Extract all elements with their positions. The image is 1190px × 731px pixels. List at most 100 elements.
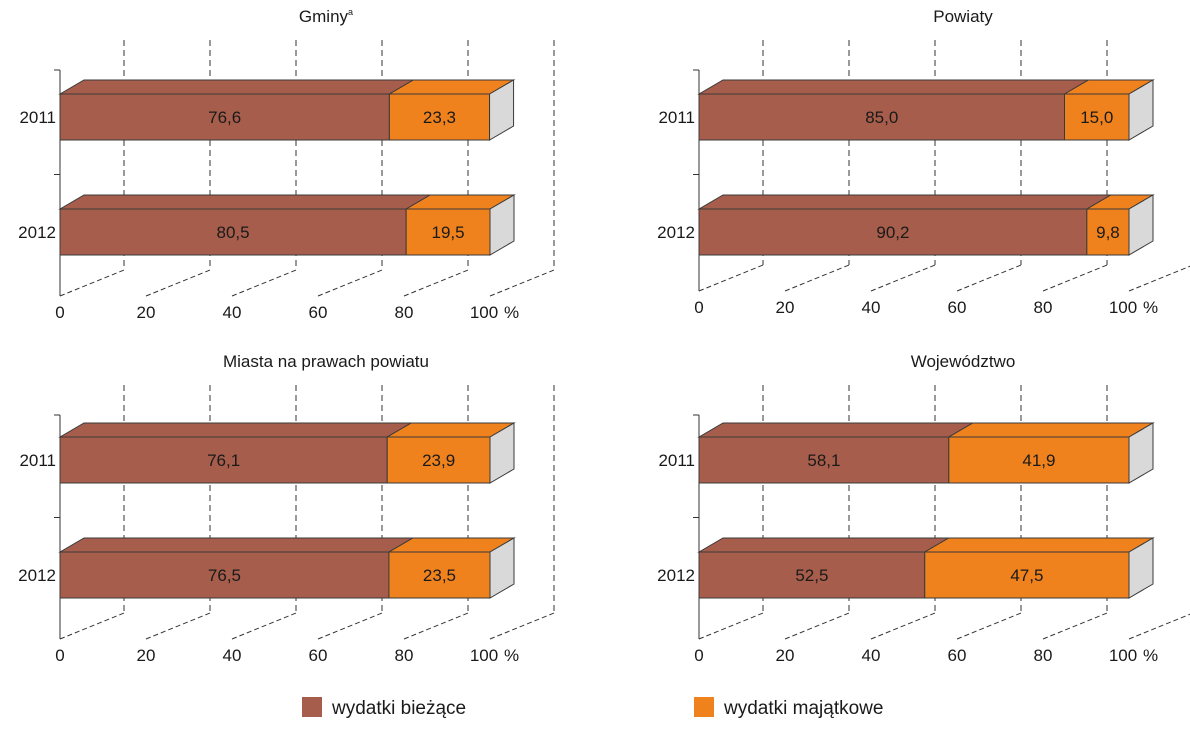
category-label: 2011: [19, 451, 56, 470]
bar-segment-top: [697, 537, 951, 553]
legend-label: wydatki majątkowe: [723, 698, 883, 719]
bar-segment: [924, 551, 1130, 599]
panel-title: Gminya: [299, 7, 353, 26]
bar-segment-top: [922, 537, 1155, 553]
bar-end-cap: [489, 537, 515, 599]
floor-line: [145, 612, 211, 640]
bar-end-cap: [489, 194, 515, 256]
category-label: 2011: [658, 451, 695, 470]
x-tick-label: 20: [137, 646, 156, 665]
bar-segment: [698, 208, 1088, 256]
x-unit-label: %: [1143, 646, 1158, 665]
legend-swatch: [302, 697, 322, 717]
chart-panel-3: Województwo 0 20 40 60 80 100 % 2011 58,1 41,9 2012…: [657, 352, 1190, 665]
data-label: 80,5: [217, 223, 250, 242]
bar-segment-top: [58, 194, 432, 210]
legend-swatch: [694, 697, 714, 717]
x-tick-label: 100: [470, 303, 498, 322]
bar-end-cap: [489, 422, 515, 484]
bar-end-cap: [489, 79, 515, 141]
bar-segment-top: [58, 422, 414, 438]
category-label: 2012: [18, 566, 56, 585]
x-tick-label: 60: [309, 646, 328, 665]
bar-segment: [59, 436, 388, 484]
floor-line: [1128, 613, 1190, 640]
data-label: 58,1: [807, 451, 840, 470]
floor-line: [784, 264, 850, 292]
bar-segment: [698, 93, 1065, 141]
x-tick-label: 0: [55, 646, 64, 665]
data-label: 85,0: [865, 108, 898, 127]
data-label: 90,2: [876, 223, 909, 242]
x-unit-label: %: [504, 646, 519, 665]
data-label: 23,3: [423, 108, 456, 127]
bar-segment: [405, 208, 491, 256]
bar-segment-top: [946, 422, 1155, 438]
x-tick-label: 20: [776, 646, 795, 665]
bar-end-cap: [1128, 537, 1154, 599]
floor-line: [870, 612, 936, 640]
category-label: 2011: [658, 108, 695, 127]
floor-line: [956, 612, 1022, 640]
floor-line: [317, 269, 383, 297]
data-label: 23,9: [422, 451, 455, 470]
bar-end-cap: [1128, 194, 1154, 256]
data-label: 41,9: [1022, 451, 1055, 470]
bar-segment: [1064, 93, 1130, 141]
legend-label: wydatki bieżące: [331, 698, 466, 719]
floor-line: [403, 612, 469, 640]
panel-title: Województwo: [911, 352, 1016, 371]
bar-segment: [948, 436, 1130, 484]
x-tick-label: 60: [309, 303, 328, 322]
x-tick-label: 20: [137, 303, 156, 322]
x-tick-label: 0: [694, 646, 703, 665]
x-tick-label: 40: [862, 646, 881, 665]
floor-line: [1128, 265, 1190, 292]
bar-segment-top: [697, 194, 1113, 210]
floor-line: [489, 269, 555, 297]
data-label: 23,5: [423, 566, 456, 585]
panel-title-superscript: a: [348, 7, 353, 17]
x-tick-label: 40: [862, 298, 881, 317]
floor-line: [956, 264, 1022, 292]
panel-title: Miasta na prawach powiatu: [223, 352, 429, 371]
data-label: 19,5: [432, 223, 465, 242]
data-label: 76,6: [208, 108, 241, 127]
x-tick-label: 100: [1109, 298, 1137, 317]
x-tick-label: 0: [55, 303, 64, 322]
data-label: 76,1: [207, 451, 240, 470]
chart-panel-0: Gminya 0 20 40 60 80 100 % 2011 76,6 23,3 2012 80,5 1…: [18, 7, 555, 322]
bar-segment: [59, 551, 390, 599]
x-tick-label: 0: [694, 298, 703, 317]
bar-segment: [1086, 208, 1130, 256]
bar-segment: [59, 93, 390, 141]
x-tick-label: 80: [1034, 298, 1053, 317]
category-label: 2011: [19, 108, 56, 127]
x-unit-label: %: [504, 303, 519, 322]
floor-line: [1042, 264, 1108, 292]
x-tick-label: 40: [223, 303, 242, 322]
data-label: 15,0: [1080, 108, 1113, 127]
floor-line: [59, 269, 125, 297]
category-label: 2012: [657, 223, 695, 242]
bar-segment-top: [697, 422, 975, 438]
bar-segment-top: [58, 79, 416, 95]
floor-line: [59, 612, 125, 640]
x-unit-label: %: [1143, 298, 1158, 317]
floor-line: [698, 612, 764, 640]
bar-segment-top: [697, 79, 1091, 95]
category-label: 2012: [18, 223, 56, 242]
x-tick-label: 100: [470, 646, 498, 665]
bar-segment-top: [58, 537, 415, 553]
floor-line: [145, 269, 211, 297]
data-label: 76,5: [208, 566, 241, 585]
panel-title: Powiaty: [933, 7, 993, 26]
bar-segment: [388, 551, 491, 599]
floor-line: [698, 264, 764, 292]
floor-line: [403, 269, 469, 297]
floor-line: [231, 612, 297, 640]
floor-line: [784, 612, 850, 640]
data-label: 52,5: [795, 566, 828, 585]
